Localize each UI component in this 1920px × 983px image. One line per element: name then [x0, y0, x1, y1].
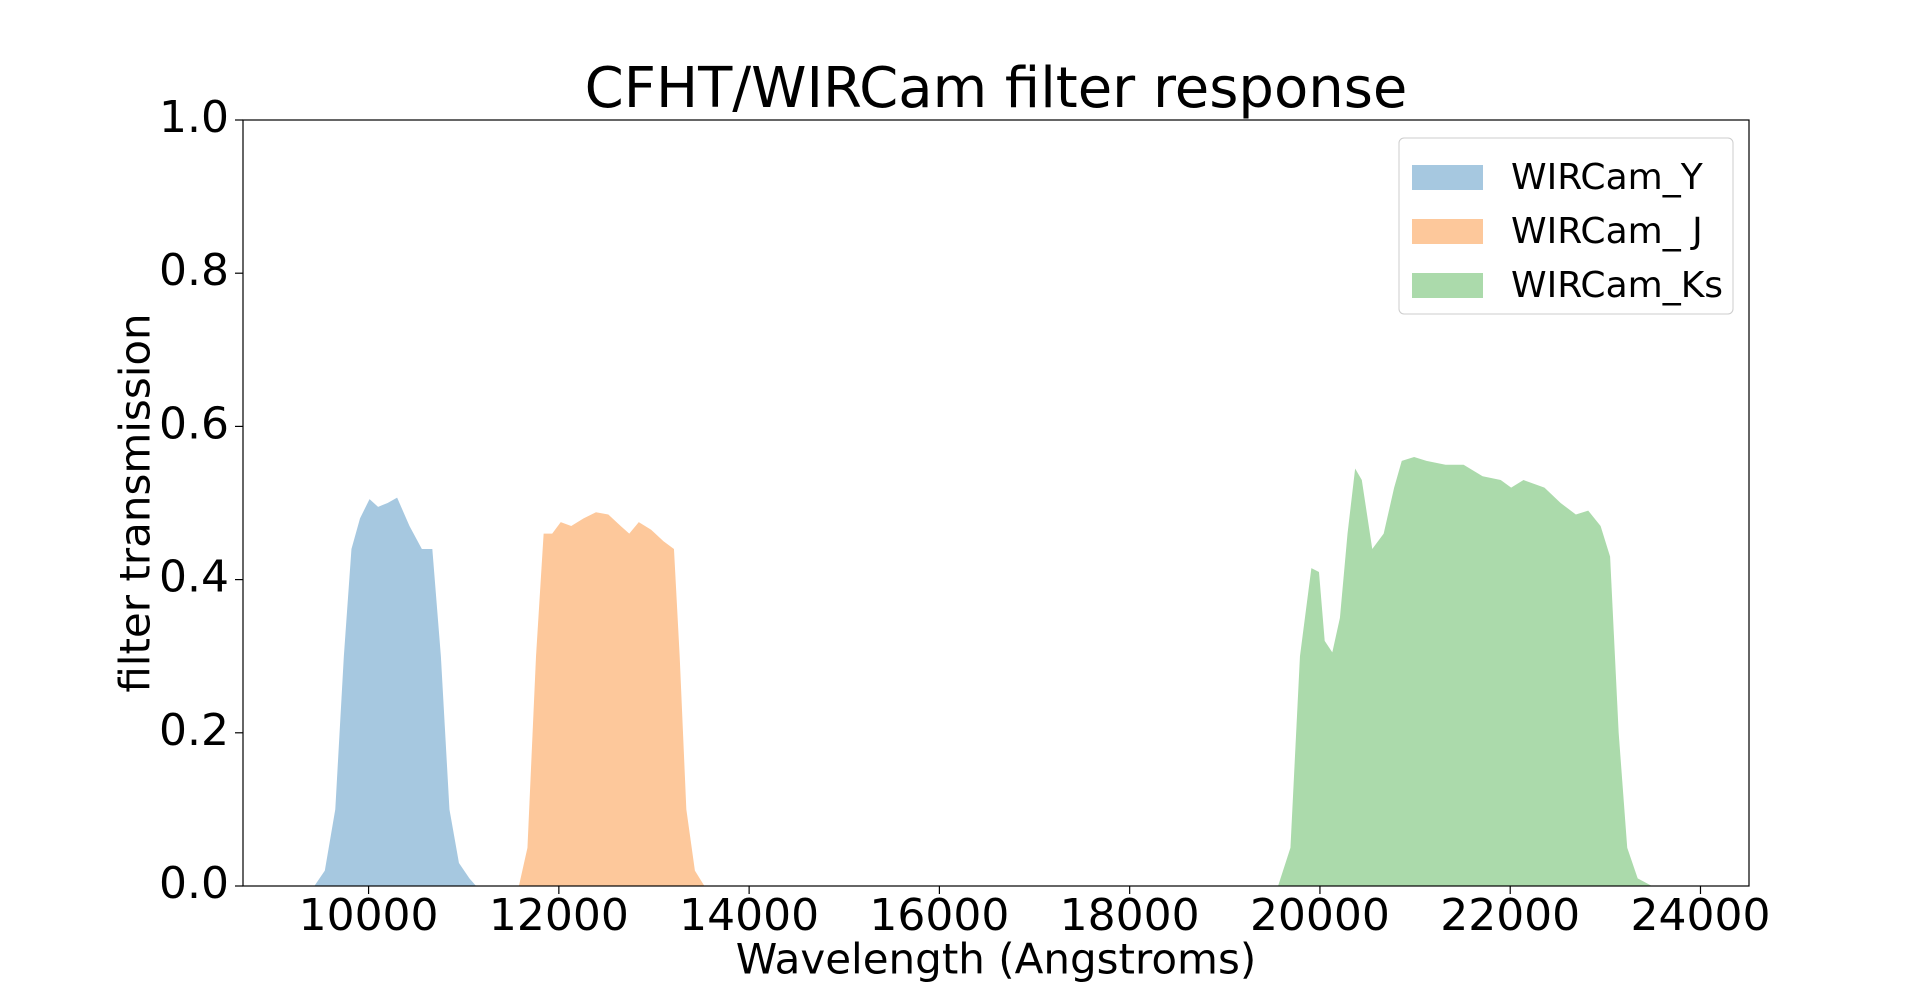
y-tick-label: 0.6	[159, 398, 229, 449]
x-tick-label: 22000	[1440, 890, 1580, 941]
legend-label: WIRCam_Ks	[1511, 265, 1723, 306]
x-axis-label: Wavelength (Angstroms)	[736, 935, 1256, 983]
legend-swatch	[1412, 273, 1483, 298]
x-tick-label: 20000	[1250, 890, 1390, 941]
area	[518, 512, 705, 886]
x-tick-label: 14000	[679, 890, 819, 941]
y-tick-label: 0.2	[159, 705, 229, 756]
plot-frame	[242, 119, 1750, 887]
chart-title: CFHT/WIRCam filter response	[585, 56, 1408, 121]
legend-swatch	[1412, 219, 1483, 244]
y-tick-label: 0.4	[159, 552, 229, 603]
y-tick-label: 1.0	[159, 92, 229, 143]
legend-label: WIRCam_Y	[1511, 157, 1704, 198]
x-tick-label: 18000	[1060, 890, 1200, 941]
legend-label: WIRCam_ J	[1511, 211, 1703, 252]
x-tick-label: 24000	[1630, 890, 1770, 941]
area	[314, 497, 477, 886]
x-tick-label: 10000	[299, 890, 439, 941]
x-tick-label: 16000	[869, 890, 1009, 941]
y-tick-label: 0.0	[159, 858, 229, 909]
area	[1278, 457, 1652, 886]
y-tick-label: 0.8	[159, 245, 229, 296]
x-tick-label: 12000	[489, 890, 629, 941]
y-axis-label: filter transmission	[111, 313, 160, 692]
legend-swatch	[1412, 165, 1483, 190]
